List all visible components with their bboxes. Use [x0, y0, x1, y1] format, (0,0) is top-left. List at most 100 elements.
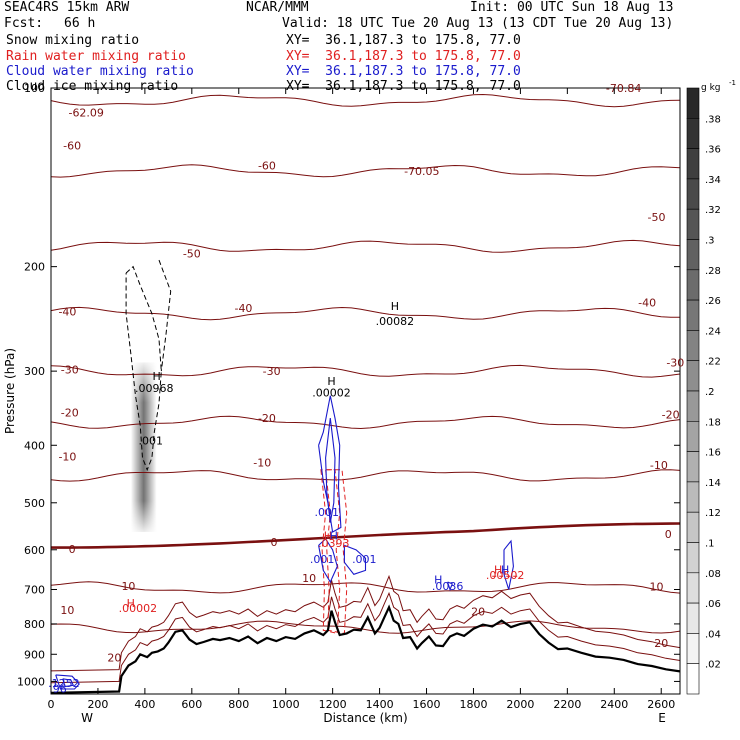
cloud-contour-east	[503, 539, 514, 590]
max-value-label: .1252	[48, 677, 80, 690]
center-title: NCAR/MMM	[246, 0, 309, 15]
isotherm-label: -40	[58, 305, 76, 318]
x-axis-label: Distance (km)	[323, 711, 407, 725]
cloud-contour-main-inner	[325, 418, 336, 523]
y-tick-label: 800	[24, 618, 45, 631]
field-cloudwater-name: Cloud water mixing ratio	[6, 64, 194, 79]
y-tick-label: 900	[24, 648, 45, 661]
field-cloudice-xy: XY= 36.1,187.3 to 175.8, 77.0	[286, 79, 521, 94]
colorbar-label: .28	[705, 266, 721, 277]
y-tick-label: 700	[24, 584, 45, 597]
colorbar-label: .06	[705, 599, 721, 610]
isotherm-near-surface-0	[50, 591, 681, 684]
isotherm-label: 10	[60, 604, 74, 617]
isotherm-label: 20	[471, 605, 485, 618]
isotherm--50	[50, 239, 681, 253]
cloud-contour-mid-right	[343, 544, 367, 575]
isotherm-label: -70.05	[404, 165, 439, 178]
colorbar-swatch	[686, 451, 700, 483]
rain-contour-0	[320, 469, 341, 635]
cloud-contour-west	[55, 674, 80, 690]
colorbar-swatch	[686, 299, 700, 331]
cloud-contour-main	[318, 395, 342, 533]
colorbar-label: .26	[705, 296, 721, 307]
isotherm-label: -30	[61, 363, 79, 376]
x-tick-label: 2000	[506, 698, 534, 711]
snow-contour-2	[158, 259, 172, 372]
cloud-contour-east-small	[447, 581, 454, 592]
terrain-line	[50, 604, 681, 694]
x-tick-label: 1200	[319, 698, 347, 711]
max-value-label: .00002	[312, 387, 351, 400]
max-value-label: .0393	[318, 537, 350, 550]
colorbar-swatch	[686, 481, 700, 513]
colorbar-swatch	[686, 390, 700, 422]
colorbar-label: .18	[705, 417, 721, 428]
max-value-label: .0036	[432, 580, 464, 593]
y-tick-label: 500	[24, 497, 45, 510]
max-marker-h: H	[327, 375, 335, 388]
y-tick-label: 1000	[17, 675, 45, 688]
colorbar-swatch	[686, 148, 700, 180]
max-value-label: .00082	[376, 315, 415, 328]
isotherm-label: -70.84	[606, 82, 641, 95]
y-tick-label: 300	[24, 365, 45, 378]
plot-frame	[50, 87, 681, 695]
west-label: W	[81, 711, 93, 725]
snow-contour	[125, 265, 162, 472]
x-tick-label: 400	[134, 698, 155, 711]
isotherm-label: -10	[650, 459, 668, 472]
x-tick-label: 1400	[366, 698, 394, 711]
max-marker-h: H	[152, 370, 160, 383]
max-value-label: .00502	[486, 569, 525, 582]
y-tick-label: 200	[24, 261, 45, 274]
colorbar-swatch	[686, 602, 700, 634]
field-cloudwater-xy: XY= 36.1,187.3 to 175.8, 77.0	[286, 64, 521, 79]
isotherm-label: -20	[662, 409, 680, 422]
colorbar-label: .2	[705, 387, 715, 398]
colorbar-swatch	[686, 330, 700, 361]
max-marker-h: H	[391, 300, 399, 313]
colorbar-swatch	[686, 511, 700, 543]
east-label: E	[658, 711, 666, 725]
fcst-value: 66 h	[64, 16, 96, 31]
colorbar-swatch	[686, 572, 700, 604]
field-rain-xy: XY= 36.1,187.3 to 175.8, 77.0	[286, 49, 521, 64]
isotherm-label: 20	[107, 652, 121, 665]
y-tick-label: 400	[24, 439, 45, 452]
isotherm-label: -10	[253, 457, 271, 470]
isotherm-label: -40	[638, 297, 656, 310]
isotherm-label: 20	[654, 637, 668, 650]
colorbar-label: .36	[705, 145, 721, 156]
colorbar-swatch	[686, 663, 700, 695]
colorbar-label: .3	[705, 236, 715, 247]
colorbar-swatch	[686, 633, 700, 665]
colorbar-swatch	[686, 269, 700, 301]
field-rain-name: Rain water mixing ratio	[6, 49, 187, 64]
max-value-label: .001	[138, 435, 163, 448]
colorbar-label: .08	[705, 569, 721, 580]
colorbar-swatch	[686, 118, 700, 149]
colorbar-label: .1	[705, 539, 715, 550]
isotherm--40	[50, 306, 680, 321]
isotherm-label: -20	[61, 406, 79, 419]
colorbar-label: .04	[705, 629, 721, 640]
max-value-label: .00968	[135, 382, 174, 395]
x-tick-label: 200	[87, 698, 108, 711]
colorbar-label: .32	[705, 205, 721, 216]
max-value-label: .001	[352, 553, 377, 566]
max-marker-h: H	[494, 564, 502, 577]
isotherm-label: -40	[234, 302, 252, 315]
model-title: SEAC4RS 15km ARW	[4, 0, 130, 15]
max-value-label: .96	[49, 682, 67, 695]
colorbar-swatch	[686, 208, 700, 240]
isotherm-label: 10	[302, 572, 316, 585]
isotherm-label: -60	[63, 140, 81, 153]
y-axis-label: Pressure (hPa)	[3, 348, 17, 434]
isotherm--10	[50, 469, 681, 482]
isotherm-label: -62.09	[68, 107, 103, 120]
colorbar-label: .22	[705, 357, 721, 368]
isotherm-label: 10	[121, 580, 135, 593]
max-value-label: .00002	[119, 602, 158, 615]
